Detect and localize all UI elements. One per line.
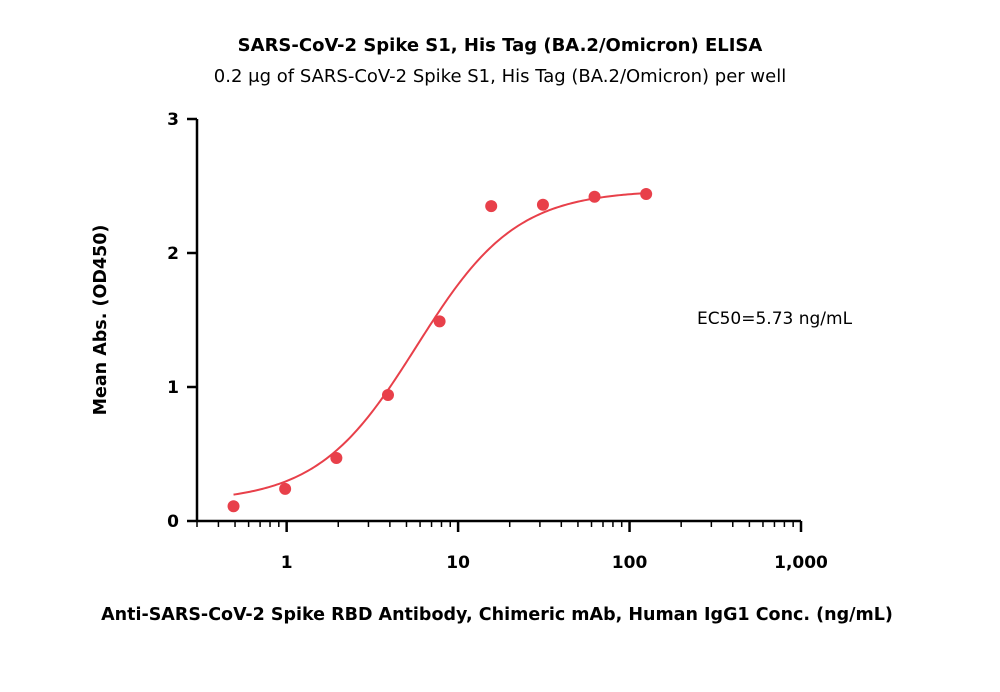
- data-points: [227, 188, 653, 513]
- y-axis-label: Mean Abs. (OD450): [91, 225, 111, 416]
- x-axis-ticks: 1 10 100 1,000: [196, 521, 828, 573]
- y-axis-ticks: 0 1 2 3: [167, 110, 197, 532]
- x-axis: 1 10 100 1,000: [196, 519, 828, 573]
- chart-subtitle: 0.2 μg of SARS-CoV-2 Spike S1, His Tag (…: [214, 66, 786, 87]
- x-axis-label: Anti-SARS-CoV-2 Spike RBD Antibody, Chim…: [101, 605, 893, 625]
- x-tick-label: 1,000: [774, 553, 828, 573]
- y-tick-label: 3: [167, 110, 179, 130]
- data-point: [588, 190, 601, 203]
- data-point: [640, 188, 653, 201]
- x-tick-label: 10: [446, 553, 470, 573]
- ec50-annotation: EC50=5.73 ng/mL: [697, 309, 853, 329]
- data-point: [536, 198, 549, 211]
- data-point: [227, 500, 240, 513]
- x-tick-label: 100: [612, 553, 648, 573]
- fit-curve: [233, 192, 647, 496]
- y-axis: 0 1 2 3: [167, 110, 199, 532]
- data-point: [330, 452, 343, 465]
- y-tick-label: 0: [167, 512, 179, 532]
- x-tick-label: 1: [281, 553, 293, 573]
- chart-title: SARS-CoV-2 Spike S1, His Tag (BA.2/Omicr…: [238, 35, 763, 56]
- data-point: [433, 315, 446, 328]
- data-point: [381, 389, 394, 402]
- data-point: [279, 482, 292, 495]
- y-tick-label: 2: [167, 244, 179, 264]
- y-tick-label: 1: [167, 378, 179, 398]
- data-point: [485, 200, 498, 213]
